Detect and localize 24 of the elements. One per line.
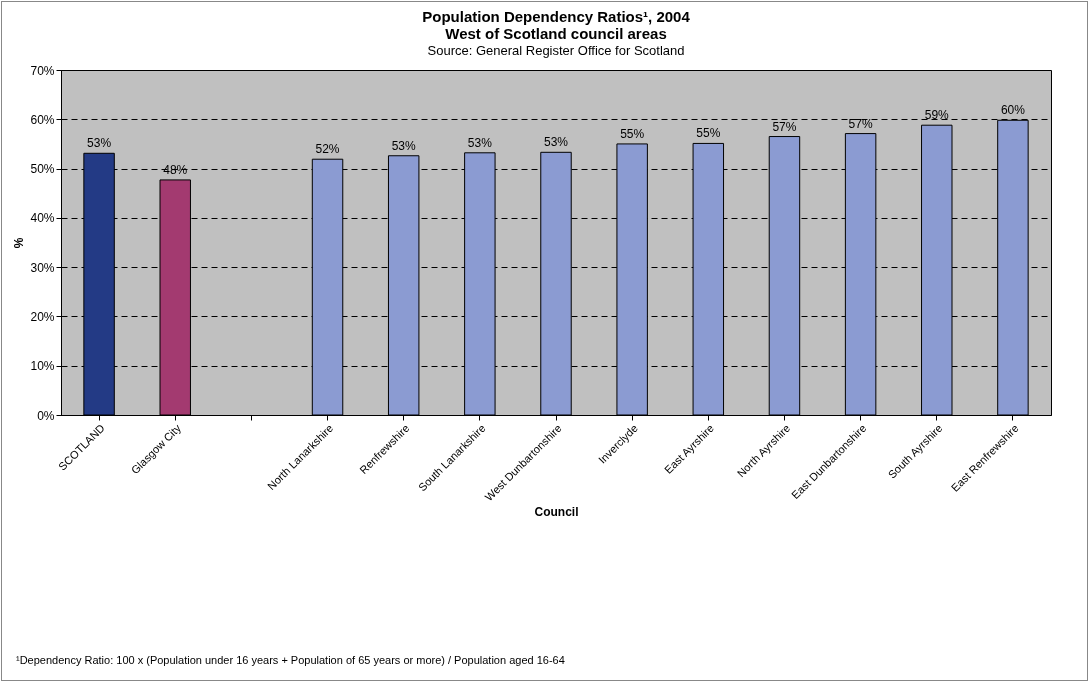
data-label: 59% xyxy=(924,108,950,123)
chart-title: Population Dependency Ratios¹, 2004 xyxy=(422,8,691,25)
chart-subtitle: West of Scotland council areas xyxy=(445,25,667,42)
text: ¹Dependency Ratio: 100 x (Population under 16 years + Population of 65 years or more) / Population aged 16-64 xyxy=(16,654,565,666)
data-label: 55% xyxy=(620,126,645,141)
y-tick-label: 30% xyxy=(30,260,55,275)
data-label: 55% xyxy=(696,126,721,141)
y-tick-label: 0% xyxy=(37,408,55,423)
y-tick-label: 10% xyxy=(30,359,55,374)
data-label: 53% xyxy=(467,135,493,150)
data-label: 53% xyxy=(87,136,112,151)
y-tick-label: 70% xyxy=(30,63,55,78)
y-tick-label: 60% xyxy=(30,112,55,127)
y-axis-title: % xyxy=(12,237,27,249)
data-label: 57% xyxy=(772,119,797,134)
y-tick-label: 50% xyxy=(30,162,55,177)
y-tick-label: 40% xyxy=(30,211,55,226)
data-label: 53% xyxy=(391,138,417,153)
data-label: 52% xyxy=(315,142,340,157)
source-note: Source: General Register Office for Scotland xyxy=(427,43,685,58)
data-label: 60% xyxy=(1000,103,1026,118)
x-axis-title: Council xyxy=(534,505,579,520)
y-tick-label: 20% xyxy=(30,309,55,324)
data-label: 53% xyxy=(543,135,569,150)
